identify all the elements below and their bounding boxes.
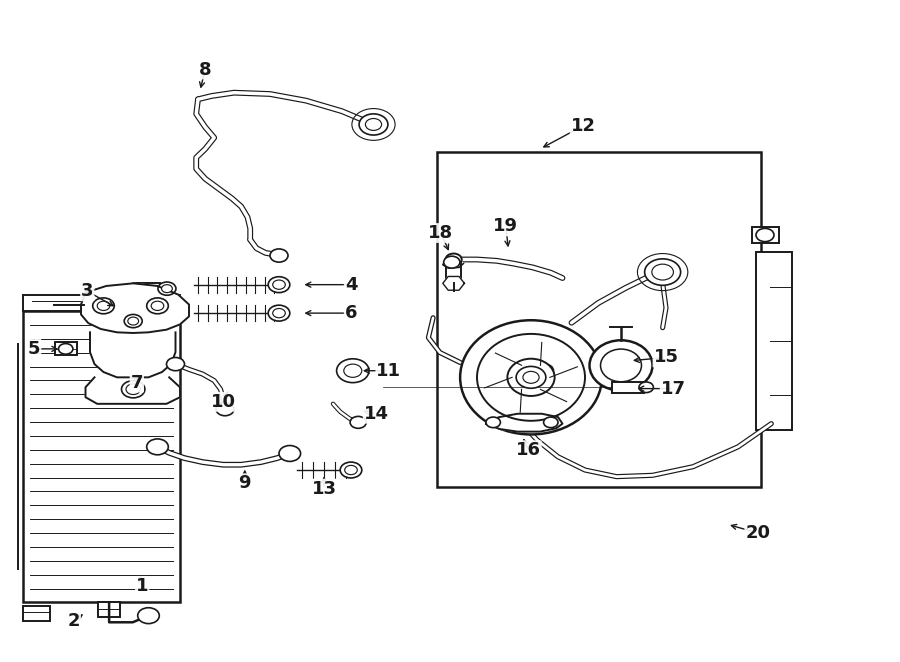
- Text: 4: 4: [345, 275, 357, 294]
- Polygon shape: [486, 414, 562, 432]
- Text: 6: 6: [345, 304, 357, 322]
- Circle shape: [273, 308, 285, 318]
- Bar: [756, 252, 792, 430]
- Text: 2: 2: [68, 612, 80, 630]
- Polygon shape: [443, 277, 464, 290]
- Ellipse shape: [477, 334, 585, 421]
- Text: 10: 10: [211, 393, 236, 411]
- Text: 1: 1: [136, 577, 149, 595]
- Circle shape: [444, 256, 460, 268]
- Text: 5: 5: [28, 340, 40, 358]
- Circle shape: [158, 282, 176, 295]
- Circle shape: [162, 285, 173, 293]
- Circle shape: [93, 298, 114, 314]
- Text: 9: 9: [238, 474, 251, 493]
- Bar: [752, 227, 778, 243]
- Text: 17: 17: [661, 379, 686, 398]
- Polygon shape: [443, 257, 464, 268]
- Text: 14: 14: [364, 404, 389, 423]
- Circle shape: [122, 381, 145, 398]
- Circle shape: [97, 301, 110, 310]
- Text: 11: 11: [376, 361, 401, 380]
- Circle shape: [345, 465, 357, 475]
- Circle shape: [273, 280, 285, 289]
- Text: 16: 16: [516, 441, 541, 459]
- Text: 20: 20: [745, 524, 770, 542]
- Circle shape: [270, 249, 288, 262]
- Circle shape: [58, 344, 73, 354]
- Text: 8: 8: [199, 60, 212, 79]
- Circle shape: [138, 608, 159, 624]
- Text: 15: 15: [653, 348, 679, 367]
- Circle shape: [340, 462, 362, 478]
- Ellipse shape: [600, 349, 642, 382]
- Circle shape: [644, 259, 680, 285]
- Polygon shape: [86, 377, 180, 404]
- Circle shape: [639, 382, 653, 393]
- Circle shape: [126, 384, 140, 395]
- Circle shape: [652, 264, 673, 280]
- Circle shape: [544, 417, 558, 428]
- Circle shape: [337, 359, 369, 383]
- Circle shape: [350, 416, 366, 428]
- Circle shape: [365, 118, 382, 130]
- Text: 3: 3: [81, 282, 94, 301]
- Polygon shape: [90, 332, 176, 377]
- Bar: [22, 606, 50, 621]
- Circle shape: [166, 357, 184, 371]
- Bar: [133, 283, 160, 295]
- Circle shape: [268, 277, 290, 293]
- Circle shape: [446, 254, 462, 265]
- Circle shape: [279, 446, 301, 461]
- Text: 19: 19: [493, 217, 518, 236]
- Circle shape: [151, 301, 164, 310]
- Circle shape: [517, 367, 545, 388]
- Circle shape: [359, 114, 388, 135]
- Bar: [55, 342, 76, 355]
- Circle shape: [216, 402, 234, 416]
- Circle shape: [147, 439, 168, 455]
- Circle shape: [756, 228, 774, 242]
- Circle shape: [268, 305, 290, 321]
- Bar: [446, 261, 461, 281]
- Bar: [22, 295, 180, 311]
- Ellipse shape: [460, 320, 602, 434]
- Bar: [436, 152, 760, 487]
- Ellipse shape: [590, 340, 652, 391]
- Text: 7: 7: [130, 373, 143, 392]
- Circle shape: [128, 317, 139, 325]
- Circle shape: [344, 364, 362, 377]
- Circle shape: [523, 371, 539, 383]
- Bar: [612, 382, 643, 393]
- Polygon shape: [81, 283, 189, 333]
- Bar: [98, 602, 120, 617]
- Circle shape: [486, 417, 500, 428]
- Circle shape: [147, 298, 168, 314]
- Text: 12: 12: [571, 117, 596, 135]
- Text: 13: 13: [311, 479, 337, 498]
- Bar: [22, 311, 180, 602]
- Circle shape: [124, 314, 142, 328]
- Ellipse shape: [508, 359, 554, 396]
- Circle shape: [536, 364, 554, 377]
- Text: 18: 18: [428, 224, 454, 242]
